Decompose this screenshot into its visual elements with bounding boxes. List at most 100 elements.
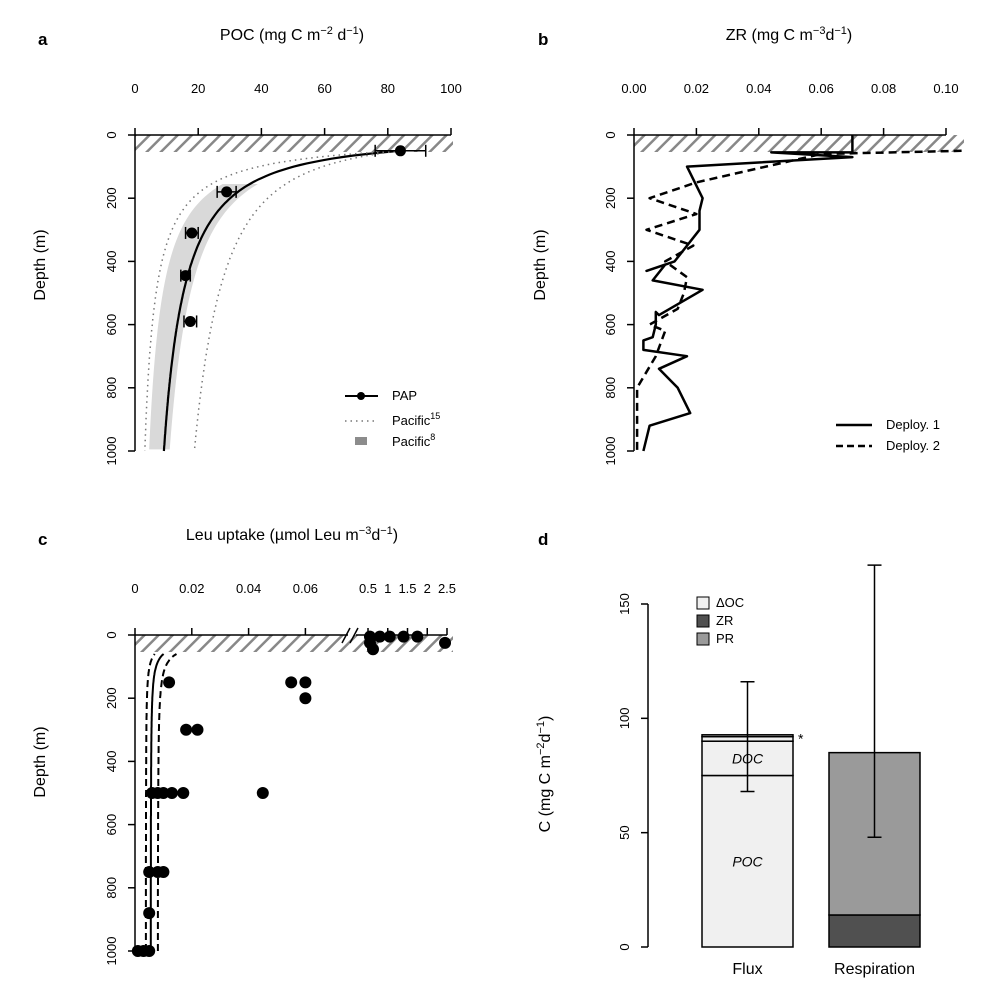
panel-a-xtick-label: 100	[440, 81, 462, 96]
panel-b-ytick-label: 0	[603, 131, 618, 138]
panel-a: a POC (mg C m−2 d−1) Depth (m) 0 20 40 60 80…	[32, 25, 462, 465]
panel-b-ytick-label: 400	[603, 251, 618, 273]
panel-c-point	[439, 636, 452, 649]
panel-a-points	[180, 144, 427, 328]
panel-c-point	[143, 907, 156, 920]
panel-c-xtick-label: 0.04	[236, 581, 261, 596]
panel-b-xtick-label: 0.04	[746, 81, 771, 96]
panel-a-curves	[144, 149, 401, 452]
panel-b-xtick-label: 0.02	[684, 81, 709, 96]
legend-pacific8-swatch	[355, 437, 367, 445]
panel-d-asterisk: *	[798, 730, 804, 746]
panel-a-y-ticks: 0 200 400 600 800 1000	[104, 131, 135, 465]
panel-c-point	[177, 787, 190, 799]
panel-c-point	[191, 723, 204, 736]
panel-d-bar-segment	[701, 774, 794, 948]
panel-a-xtick-label: 60	[317, 81, 331, 96]
panel-c-point	[143, 866, 156, 878]
panel-c-xtick-label: 0.5	[359, 581, 377, 596]
legend-pap-label: PAP	[392, 388, 417, 403]
panel-a-title: POC (mg C m−2 d−1)	[220, 25, 364, 44]
legend-deploy2-label: Deploy. 2	[886, 438, 940, 453]
panel-c-point	[165, 787, 178, 799]
legend-pr-label: PR	[716, 631, 734, 646]
panel-a-point	[394, 145, 406, 157]
panel-b-ylabel: Depth (m)	[532, 229, 549, 300]
panel-c-xtick-label: 0.02	[179, 581, 204, 596]
panel-c-xtick-label: 2	[424, 581, 431, 596]
panel-d-ytick-label: 150	[617, 593, 632, 615]
panel-a-point	[180, 270, 192, 282]
panel-a-ytick-label: 800	[104, 377, 119, 399]
panel-a-letter: a	[38, 30, 48, 49]
panel-c-xtick-label: 0.06	[293, 581, 318, 596]
panel-c-point	[256, 787, 269, 799]
panel-b-ytick-label: 800	[603, 377, 618, 399]
panel-a-ytick-label: 0	[104, 131, 119, 138]
panel-c-ylabel: Depth (m)	[32, 726, 49, 797]
panel-d-y-ticks: 0 50 100 150	[617, 593, 648, 951]
panel-c-point	[163, 676, 176, 689]
panel-d-segment-label: POC	[732, 853, 763, 869]
panel-c: c Leu uptake (µmol Leu m−3d−1) Depth (m)…	[32, 525, 456, 965]
panel-c-point	[299, 676, 312, 689]
panel-c-ytick-label: 200	[104, 687, 119, 709]
panel-d-bar-segment	[828, 914, 921, 948]
panel-b: b ZR (mg C m−3d−1) Depth (m) 0.00 0.02 0.0…	[532, 25, 964, 465]
panel-c-xtick-label: 1	[384, 581, 391, 596]
panel-a-ytick-label: 600	[104, 314, 119, 336]
panel-d-ytick-label: 50	[617, 825, 632, 839]
panel-b-xtick-label: 0.00	[621, 81, 646, 96]
panel-b-legend: Deploy. 1 Deploy. 2	[836, 417, 940, 453]
panel-a-pacific-line	[193, 150, 401, 452]
legend-zr-label: ZR	[716, 613, 733, 628]
panel-d-category-label: Flux	[732, 961, 762, 978]
legend-pr-swatch	[696, 632, 710, 646]
panel-d-letter: d	[538, 530, 548, 549]
panel-a-ytick-label: 200	[104, 187, 119, 209]
legend-pacific8-label: Pacific8	[392, 432, 435, 449]
panel-c-x-ticks: 0 0.02 0.04 0.06 0.5 1 1.5 2 2.5	[131, 581, 456, 635]
panel-d-ylabel: C (mg C m−2d−1)	[535, 716, 554, 833]
panel-a-fit-line	[162, 149, 401, 452]
panel-b-lines	[635, 135, 962, 452]
panel-a-ytick-label: 400	[104, 251, 119, 273]
panel-c-ytick-label: 800	[104, 877, 119, 899]
panel-c-axis-break-2	[349, 627, 359, 644]
panel-c-point	[411, 630, 424, 643]
panel-a-legend: PAP Pacific15 Pacific8	[345, 388, 440, 449]
panel-b-xtick-label: 0.10	[933, 81, 958, 96]
panel-b-title: ZR (mg C m−3d−1)	[726, 25, 852, 44]
legend-deploy1-label: Deploy. 1	[886, 417, 940, 432]
panel-a-band-area	[149, 183, 258, 450]
panel-c-point	[367, 643, 379, 656]
panel-c-ytick-label: 0	[104, 631, 119, 638]
panel-a-point	[184, 315, 196, 327]
panel-b-y-ticks: 0 200 400 600 800 1000	[603, 131, 634, 465]
panel-c-point	[143, 945, 156, 957]
panel-a-mixed-layer	[135, 135, 453, 152]
panel-c-ytick-label: 600	[104, 814, 119, 836]
panel-c-fit-upper	[156, 653, 178, 951]
panel-b-x-ticks: 0.00 0.02 0.04 0.06 0.08 0.10	[621, 81, 959, 135]
panel-d-legend: ΔOC ZR PR	[696, 595, 744, 646]
panel-b-mixed-layer	[634, 135, 964, 152]
panel-c-point	[180, 723, 193, 736]
panel-d-category-label: Respiration	[834, 961, 915, 978]
panel-c-ytick-label: 400	[104, 751, 119, 773]
legend-pap-marker	[357, 392, 365, 400]
panel-c-xtick-label: 0	[131, 581, 138, 596]
panel-a-ylabel: Depth (m)	[32, 229, 49, 300]
legend-doc-delta-label: ΔOC	[716, 595, 744, 610]
legend-doc-delta-swatch	[696, 596, 710, 610]
panel-c-point	[363, 630, 376, 643]
panel-c-point	[285, 676, 298, 689]
panel-b-deploy2-line	[635, 149, 962, 451]
legend-pacific15-label: Pacific15	[392, 411, 440, 428]
panel-c-axis-break-1	[341, 627, 351, 644]
panel-a-ytick-label: 1000	[104, 437, 119, 466]
panel-c-fit-line	[149, 653, 165, 951]
panel-a-pacific-line	[144, 150, 401, 452]
